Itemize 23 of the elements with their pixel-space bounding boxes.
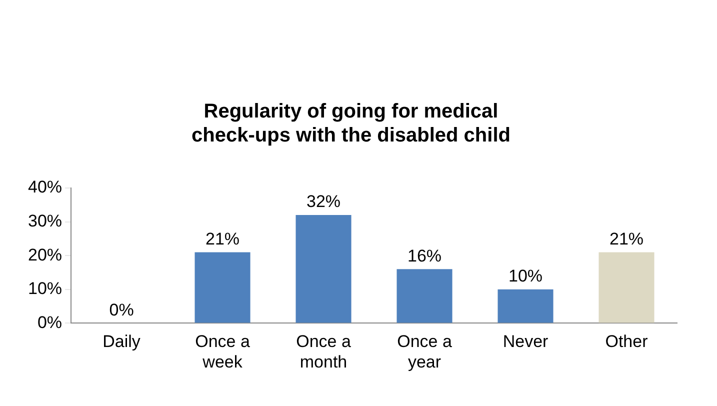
data-label: 16% xyxy=(407,246,442,266)
data-label: 10% xyxy=(508,266,543,286)
x-tick-label: Other xyxy=(605,332,648,352)
x-tick-label: Daily xyxy=(102,332,141,352)
chart-title: Regularity of going for medical check-ups with the disabled child xyxy=(192,100,510,147)
bar xyxy=(194,252,250,323)
bar xyxy=(498,289,554,323)
y-tick-label: 30% xyxy=(28,211,62,230)
x-tick-label: Never xyxy=(502,332,549,352)
data-label: 21% xyxy=(206,229,240,248)
data-label: 0% xyxy=(109,300,134,320)
x-tick-label: Once a week xyxy=(195,332,250,372)
y-tick-label: 20% xyxy=(28,245,62,264)
bar xyxy=(296,215,352,323)
y-tick-label: 10% xyxy=(28,279,62,298)
bar xyxy=(396,269,452,323)
x-tick-label: Once a month xyxy=(296,332,352,372)
y-tick-label: 40% xyxy=(28,178,62,197)
data-label: 21% xyxy=(609,229,644,248)
x-tick-label: Once a year xyxy=(397,332,452,372)
bar xyxy=(598,252,654,323)
y-tick-label: 0% xyxy=(37,312,62,332)
data-label: 32% xyxy=(306,192,341,212)
